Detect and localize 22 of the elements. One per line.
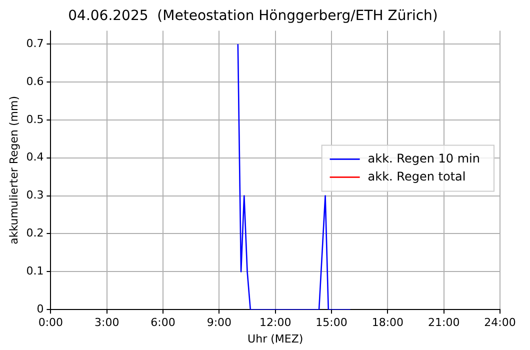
- x-tick-label: 24:00: [484, 316, 516, 330]
- x-tick-label: 6:00: [150, 316, 176, 330]
- y-tick-label: 0.7: [26, 36, 44, 50]
- x-tick-label: 0:00: [38, 316, 64, 330]
- legend-label: akk. Regen total: [368, 169, 466, 184]
- y-tick-label: 0.2: [26, 226, 44, 240]
- x-axis-title: Uhr (MEZ): [248, 332, 304, 346]
- y-tick-label: 0.6: [26, 74, 44, 88]
- x-tick-label: 18:00: [372, 316, 404, 330]
- y-tick-label: 0.5: [26, 112, 44, 126]
- y-axis-title: akkumulierter Regen (mm): [7, 96, 20, 244]
- chart-title: 04.06.2025 (Meteostation Hönggerberg/ETH Zürich): [68, 8, 438, 24]
- x-tick-label: 3:00: [94, 316, 120, 330]
- x-tick-label: 9:00: [206, 316, 232, 330]
- y-tick-label: 0: [36, 302, 44, 316]
- x-tick-label: 15:00: [316, 316, 348, 330]
- x-tick-label: 21:00: [428, 316, 460, 330]
- y-tick-label: 0.1: [26, 264, 44, 278]
- legend-label: akk. Regen 10 min: [368, 151, 480, 166]
- y-tick-label: 0.4: [26, 150, 44, 164]
- y-tick-label: 0.3: [26, 188, 44, 202]
- x-tick-label: 12:00: [259, 316, 292, 330]
